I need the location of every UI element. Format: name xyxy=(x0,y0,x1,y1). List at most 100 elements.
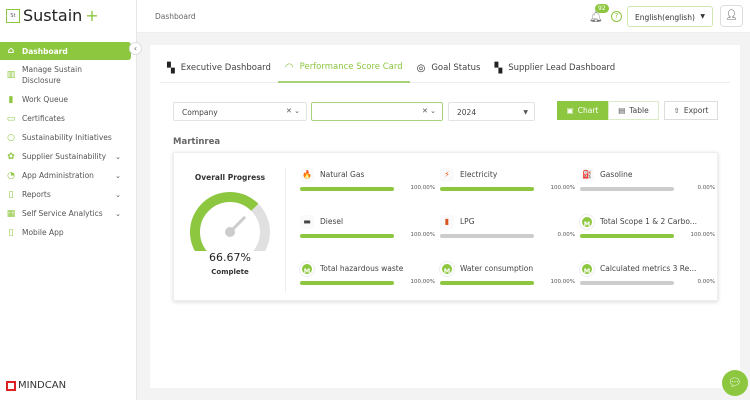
bars-icon: ▮ xyxy=(8,94,14,105)
sidebar-item-dashboard[interactable]: ⌂ Dashboard xyxy=(0,42,131,60)
chart-button[interactable]: ▣ Chart xyxy=(557,101,608,120)
metric-item: M Total hazardous waste 100.00% xyxy=(300,262,435,292)
metric-item: M Calculated metrics 3 Re... 0.00% xyxy=(580,262,715,292)
logo-text: Sustain xyxy=(23,6,83,25)
sidebar-item-mobile-app[interactable]: ▯ Mobile App xyxy=(0,223,131,242)
progress-bar xyxy=(440,187,534,191)
progress-bar xyxy=(300,187,394,191)
user-avatar-button[interactable]: 👤︎ xyxy=(720,5,743,27)
progress-bar xyxy=(300,281,394,285)
caret-down-icon: ▼ xyxy=(523,109,528,116)
sidebar-item-supplier-sustainability[interactable]: ✿ Supplier Sustainability ⌄ xyxy=(0,147,131,166)
gauge-icon: ◠ xyxy=(284,61,294,73)
tab-label: Executive Dashboard xyxy=(180,63,271,73)
mobile-icon: ▯ xyxy=(8,227,14,238)
progress-bar xyxy=(440,281,534,285)
sidebar-item-app-administration[interactable]: ◔ App Administration ⌄ xyxy=(0,166,131,185)
metric-percent: 100.00% xyxy=(550,279,575,285)
grid-icon: ▚ xyxy=(167,62,175,74)
progress-fill xyxy=(440,281,534,285)
m-icon: M xyxy=(580,215,594,229)
year-value: 2024 xyxy=(457,108,477,117)
year-select[interactable]: 2024 ▼ xyxy=(448,102,535,121)
help-icon[interactable]: ? xyxy=(611,11,622,22)
sidebar-item-manage-sustain-disclosure[interactable]: ▥ Manage Sustain Disclosure xyxy=(0,60,131,90)
metric-label: Total Scope 1 & 2 Carbo... xyxy=(600,217,697,226)
metric-percent: 100.00% xyxy=(410,185,435,191)
scorecard-panel: Overall Progress 66.67% Complete 🔥 Natura… xyxy=(173,152,718,301)
target-icon: ◎ xyxy=(416,62,426,74)
tab-bar: ▚ Executive Dashboard ◠ Performance Score C… xyxy=(160,53,730,83)
language-select[interactable]: English(english) ▼ xyxy=(627,6,713,27)
table-button[interactable]: ▤ Table xyxy=(608,101,659,120)
overall-label: Complete xyxy=(211,268,249,276)
clear-chevron-icon[interactable]: ✕ ⌄ xyxy=(422,107,436,115)
diesel-icon: ▬ xyxy=(300,215,314,229)
sidebar-item-certificates[interactable]: ▭ Certificates xyxy=(0,109,131,128)
chevron-down-icon[interactable]: ⌄ xyxy=(115,209,121,218)
sidebar-item-self-service-analytics[interactable]: ▦ Self Service Analytics ⌄ xyxy=(0,204,131,223)
sidebar: St Sustain + ⌂ Dashboard ▥ Manage Sustain Di… xyxy=(0,0,142,400)
tab-label: Performance Score Card xyxy=(299,62,403,72)
m-icon: M xyxy=(300,262,314,276)
cylinder-icon: ▮ xyxy=(440,215,454,229)
clear-chevron-icon[interactable]: ✕ ⌄ xyxy=(286,107,300,115)
chevron-down-icon[interactable]: ⌄ xyxy=(115,152,121,161)
notification-badge: 92 xyxy=(595,4,609,13)
tab-performance-score-card[interactable]: ◠ Performance Score Card xyxy=(277,53,410,83)
sidebar-nav: ⌂ Dashboard ▥ Manage Sustain Disclosure ▮ Wor… xyxy=(0,42,131,242)
collapse-sidebar-button[interactable]: ‹ xyxy=(129,42,142,55)
metric-percent: 0.00% xyxy=(557,232,575,238)
sidebar-item-label: Self Service Analytics xyxy=(22,209,103,218)
metric-label: Diesel xyxy=(320,217,344,226)
lightning-icon: ⚡ xyxy=(440,168,454,182)
chart-icon: ▥ xyxy=(6,70,16,80)
company-select[interactable]: Company ✕ ⌄ xyxy=(173,102,307,121)
admin-icon: ◔ xyxy=(7,170,15,181)
caret-down-icon: ▼ xyxy=(700,13,705,20)
entity-select[interactable]: ✕ ⌄ xyxy=(311,102,443,121)
report-icon: ▯ xyxy=(8,189,14,200)
metric-percent: 100.00% xyxy=(410,232,435,238)
metric-label: Natural Gas xyxy=(320,170,365,179)
chart-icon: ▣ xyxy=(566,106,574,115)
metric-label: LPG xyxy=(460,217,475,226)
sidebar-item-label: App Administration xyxy=(22,171,94,180)
tab-goal-status[interactable]: ◎ Goal Status xyxy=(410,53,488,83)
certificate-icon: ▭ xyxy=(6,113,16,124)
metric-percent: 100.00% xyxy=(690,232,715,238)
tab-supplier-lead-dashboard[interactable]: ▚ Supplier Lead Dashboard xyxy=(488,53,623,83)
sidebar-item-reports[interactable]: ▯ Reports ⌄ xyxy=(0,185,131,204)
sidebar-item-sustainability-initiatives[interactable]: ○ Sustainability Initiatives xyxy=(0,128,131,147)
home-icon: ⌂ xyxy=(7,46,15,56)
export-button[interactable]: ⇧ Export xyxy=(664,101,718,120)
progress-bar xyxy=(580,187,674,191)
sidebar-item-label: Dashboard xyxy=(22,46,68,56)
breadcrumb: Dashboard xyxy=(155,12,196,21)
metric-item: M Total Scope 1 & 2 Carbo... 100.00% xyxy=(580,215,715,245)
progress-bar xyxy=(580,234,674,238)
chevron-down-icon[interactable]: ⌄ xyxy=(115,171,121,180)
main-card: ▚ Executive Dashboard ◠ Performance Score C… xyxy=(150,45,740,388)
metric-item: ▮ LPG 0.00% xyxy=(440,215,575,245)
network-icon: ✿ xyxy=(7,151,15,162)
metric-item: ▬ Diesel 100.00% xyxy=(300,215,435,245)
sidebar-item-label: Mobile App xyxy=(22,228,64,237)
metric-item: ⛽ Gasoline 0.00% xyxy=(580,168,715,198)
metric-item: 🔥 Natural Gas 100.00% xyxy=(300,168,435,198)
bell-icon[interactable]: 🔔︎ xyxy=(589,10,603,23)
metric-label: Total hazardous waste xyxy=(320,264,404,273)
tab-executive-dashboard[interactable]: ▚ Executive Dashboard xyxy=(160,53,278,83)
progress-bar xyxy=(440,234,534,238)
metric-label: Calculated metrics 3 Re... xyxy=(600,264,697,273)
chevron-down-icon[interactable]: ⌄ xyxy=(115,190,121,199)
sidebar-item-label: Supplier Sustainability xyxy=(22,152,107,161)
progress-fill xyxy=(580,234,674,238)
gauge-hub xyxy=(225,227,235,237)
metric-label: Gasoline xyxy=(600,170,633,179)
overall-progress: Overall Progress 66.67% Complete xyxy=(174,153,286,302)
progress-fill xyxy=(300,234,394,238)
sidebar-item-label: Sustainability Initiatives xyxy=(22,133,112,142)
sidebar-item-work-queue[interactable]: ▮ Work Queue xyxy=(0,90,131,109)
chat-button[interactable]: 💬︎ xyxy=(722,370,748,396)
